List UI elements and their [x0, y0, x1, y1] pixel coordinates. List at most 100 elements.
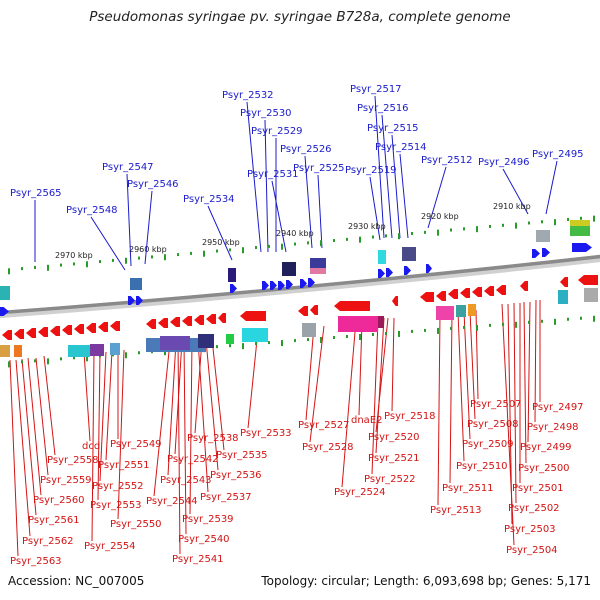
gene-color-block — [456, 305, 466, 317]
gene-label-bottom: Psyr_2537 — [200, 492, 252, 503]
forward-gene-arrow — [128, 296, 135, 305]
leader-line — [381, 114, 393, 239]
tick-mark — [450, 326, 452, 330]
tick-mark — [437, 229, 439, 236]
gene-label-bottom: Psyr_2543 — [160, 475, 212, 486]
leader-line — [207, 205, 233, 261]
accession-text: Accession: NC_007005 — [8, 574, 145, 588]
leader-line — [126, 173, 132, 267]
gene-label-top: Psyr_2526 — [280, 144, 332, 155]
leader-line — [153, 341, 171, 497]
leader-line — [271, 180, 287, 253]
tick-mark — [307, 338, 309, 342]
gene-label-bottom: Psyr_2500 — [518, 463, 570, 474]
gene-label-bottom: Psyr_2536 — [210, 470, 262, 481]
gene-label-top: Psyr_2525 — [293, 163, 345, 174]
forward-gene-arrow — [262, 281, 269, 290]
gene-color-block — [378, 250, 386, 264]
tick-mark — [60, 357, 62, 361]
tick-mark — [437, 327, 439, 334]
gene-label-bottom: Psyr_2544 — [146, 496, 198, 507]
gene-color-block — [338, 316, 378, 332]
leader-line — [167, 341, 177, 476]
reverse-gene-arrow — [2, 330, 12, 340]
gene-color-block — [226, 334, 234, 344]
gene-label-bottom: Psyr_2560 — [33, 495, 85, 506]
gene-color-block — [536, 230, 550, 242]
tick-mark — [333, 239, 335, 243]
reverse-gene-arrow — [448, 289, 458, 299]
forward-gene-arrow — [542, 248, 550, 257]
leader-line — [309, 325, 325, 443]
tick-mark — [47, 358, 49, 365]
kbp-label: 2940 kbp — [276, 229, 314, 238]
gene-color-block — [282, 262, 296, 276]
leader-line — [513, 302, 517, 504]
tick-mark — [580, 216, 582, 220]
tick-mark — [424, 328, 426, 332]
tick-mark — [255, 342, 257, 346]
leader-line — [97, 351, 101, 501]
reverse-gene-arrow — [110, 321, 120, 331]
gene-label-bottom: Psyr_2538 — [187, 433, 239, 444]
leader-line — [469, 310, 476, 420]
gene-label-bottom: Psyr_2554 — [84, 541, 136, 552]
leader-line — [463, 311, 471, 440]
tick-mark — [424, 230, 426, 234]
kbp-label: 2970 kbp — [55, 251, 93, 260]
reverse-gene-arrow — [496, 285, 506, 295]
tick-mark — [281, 243, 283, 250]
genome-stats-text: Topology: circular; Length: 6,093,698 bp… — [261, 574, 591, 588]
tick-mark — [476, 226, 478, 233]
gene-label-bottom: Psyr_2509 — [462, 439, 514, 450]
forward-gene-arrow — [0, 307, 9, 316]
reverse-gene-arrow — [334, 301, 370, 311]
leader-line — [43, 355, 56, 456]
reverse-gene-arrow — [146, 319, 156, 329]
leader-line — [427, 166, 447, 229]
tick-mark — [34, 265, 36, 269]
tick-mark — [190, 251, 192, 255]
tick-mark — [125, 257, 127, 264]
tick-mark — [359, 333, 361, 340]
gene-label-top: Psyr_2496 — [478, 157, 530, 168]
forward-gene-arrow — [404, 266, 411, 275]
tick-mark — [554, 318, 556, 325]
leader-line — [205, 339, 219, 471]
gene-label-bottom: Psyr_2562 — [22, 536, 74, 547]
tick-mark — [411, 329, 413, 333]
reverse-gene-arrow — [218, 313, 226, 323]
tick-mark — [450, 228, 452, 232]
gene-label-bottom: Psyr_2499 — [520, 442, 572, 453]
leader-line — [15, 359, 31, 537]
leader-line — [358, 321, 363, 416]
leader-line — [21, 358, 37, 516]
gene-label-bottom: Psyr_2551 — [98, 460, 150, 471]
gene-label-bottom: Psyr_2553 — [90, 500, 142, 511]
tick-mark — [489, 224, 491, 228]
leader-line — [369, 176, 381, 241]
forward-gene-arrow — [136, 296, 143, 305]
kbp-label: 2920 kbp — [421, 212, 459, 221]
leader-line — [375, 317, 385, 454]
reverse-gene-arrow — [420, 292, 434, 302]
kbp-label: 2910 kbp — [493, 202, 531, 211]
kbp-label: 2930 kbp — [348, 222, 386, 231]
tick-mark — [138, 351, 140, 355]
tick-mark — [21, 267, 23, 271]
gene-label-top: Psyr_2515 — [367, 123, 419, 134]
leader-line — [197, 339, 209, 493]
tick-mark — [34, 359, 36, 363]
tick-mark — [138, 256, 140, 260]
gene-label-bottom: Psyr_2558 — [47, 455, 99, 466]
tick-mark — [112, 258, 114, 262]
leader-line — [391, 134, 401, 239]
forward-gene-arrow — [532, 249, 540, 258]
reverse-gene-arrow — [38, 327, 48, 337]
reverse-gene-arrow — [74, 324, 84, 334]
gene-label-top: Psyr_2516 — [357, 103, 409, 114]
gene-label-bottom: Psyr_2503 — [504, 524, 556, 535]
tick-mark — [333, 336, 335, 340]
gene-label-top: Psyr_2547 — [102, 162, 154, 173]
